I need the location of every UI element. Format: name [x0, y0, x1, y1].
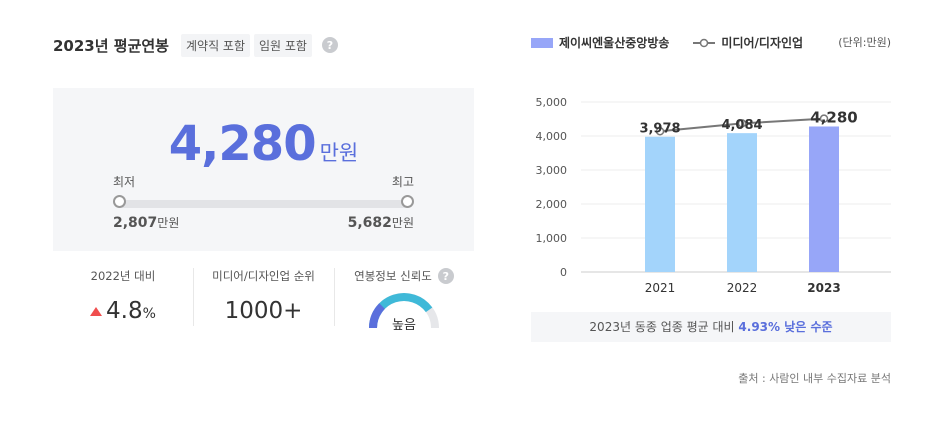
chart-bar: [727, 133, 757, 272]
y-tick-label: 5,000: [536, 96, 568, 109]
reliability-stat: 연봉정보 신뢰도? 높음: [334, 268, 474, 364]
industry-comparison: 2023년 동종 업종 평균 대비 4.93% 낮은 수준: [531, 312, 891, 342]
page-title: 2023년 평균연봉: [53, 36, 169, 55]
reliability-label: 연봉정보 신뢰도: [354, 269, 432, 283]
reliability-value: 높음: [392, 318, 416, 333]
reliability-gauge: [369, 293, 439, 329]
salary-header: 2023년 평균연봉 계약직 포함 임원 포함 ?: [53, 30, 474, 60]
contract-tag: 계약직 포함: [180, 33, 250, 57]
increase-arrow-icon: [90, 307, 103, 316]
yoy-change-label: 2022년 대비: [90, 269, 156, 283]
gauge-segment-low: [369, 303, 386, 329]
average-salary-box: 4,280 만원 최저 최고 2,807만원 5,682만원: [53, 88, 474, 251]
legend-bar-swatch: [531, 37, 553, 48]
y-tick-label: 0: [560, 266, 567, 279]
chart-bar: [645, 136, 675, 272]
data-source: 출처 : 사람인 내부 수집자료 분석: [738, 372, 891, 385]
bar-data-label: 4,280: [810, 108, 857, 126]
max-label: 최고: [391, 175, 414, 189]
stat-divider: [334, 268, 335, 326]
min-label: 최저: [113, 175, 136, 189]
y-tick-label: 3,000: [536, 164, 568, 177]
executive-tag: 임원 포함: [254, 33, 312, 57]
yoy-change-stat: 2022년 대비 4.8%: [53, 268, 193, 324]
yoy-change-value-row: 4.8%: [53, 298, 193, 324]
stat-divider: [193, 268, 194, 326]
bar-data-label: 3,978: [639, 122, 680, 137]
average-salary-value: 4,280: [168, 116, 317, 172]
x-tick-label: 2023: [807, 281, 840, 295]
y-tick-label: 2,000: [536, 198, 568, 211]
salary-stats: 2022년 대비 4.8% 미디어/디자인업 순위 1000+ 연봉정보 신뢰도…: [53, 268, 474, 333]
max-marker: [401, 195, 414, 208]
help-icon[interactable]: ?: [321, 37, 338, 53]
comparison-highlight: 4.93% 낮은 수준: [738, 320, 833, 334]
min-salary-unit: 만원: [157, 216, 180, 230]
max-salary-unit: 만원: [391, 216, 414, 230]
chart-unit: (단위:만원): [838, 36, 891, 49]
average-salary-unit: 만원: [319, 141, 359, 165]
yoy-change-suffix: %: [142, 306, 156, 322]
y-tick-label: 4,000: [536, 130, 568, 143]
yoy-change-value: 4.8: [106, 298, 143, 324]
industry-rank-stat: 미디어/디자인업 순위 1000+: [193, 268, 334, 324]
industry-line-point: [819, 114, 829, 123]
y-tick-label: 1,000: [536, 232, 568, 245]
chart-legend: 제이씨엔울산중앙방송 미디어/디자인업: [531, 34, 803, 51]
max-salary: 5,682만원: [348, 214, 414, 231]
comparison-text: 2023년 동종 업종 평균 대비: [589, 320, 735, 334]
industry-rank-value: 1000+: [224, 298, 303, 324]
salary-panel: 2023년 평균연봉 계약직 포함 임원 포함 ? 4,280 만원 최저 최고 …: [53, 30, 474, 333]
salary-bar-chart: 0 1,000 2,000 3,000 4,000 5,000 2021 2022 2023 3,…: [536, 96, 891, 295]
chart-bar: [809, 126, 839, 272]
x-tick-label: 2022: [727, 281, 758, 295]
industry-line-point: [737, 119, 747, 128]
industry-rank-label: 미디어/디자인업 순위: [212, 269, 315, 283]
reliability-label-row: 연봉정보 신뢰도?: [334, 268, 474, 284]
min-salary-value: 2,807: [113, 215, 158, 231]
help-icon[interactable]: ?: [437, 268, 454, 284]
legend-company: 제이씨엔울산중앙방송: [559, 36, 670, 50]
bar-data-label: 4,084: [721, 118, 762, 133]
min-salary: 2,807만원: [113, 214, 179, 231]
industry-line-point: [655, 126, 665, 136]
x-tick-label: 2021: [645, 281, 676, 295]
legend-line-swatch: [693, 38, 716, 47]
salary-range-track: [119, 200, 408, 208]
average-salary: 4,280 만원: [53, 116, 474, 172]
min-marker: [113, 195, 126, 208]
max-salary-value: 5,682: [347, 215, 392, 231]
legend-industry: 미디어/디자인업: [721, 36, 804, 50]
